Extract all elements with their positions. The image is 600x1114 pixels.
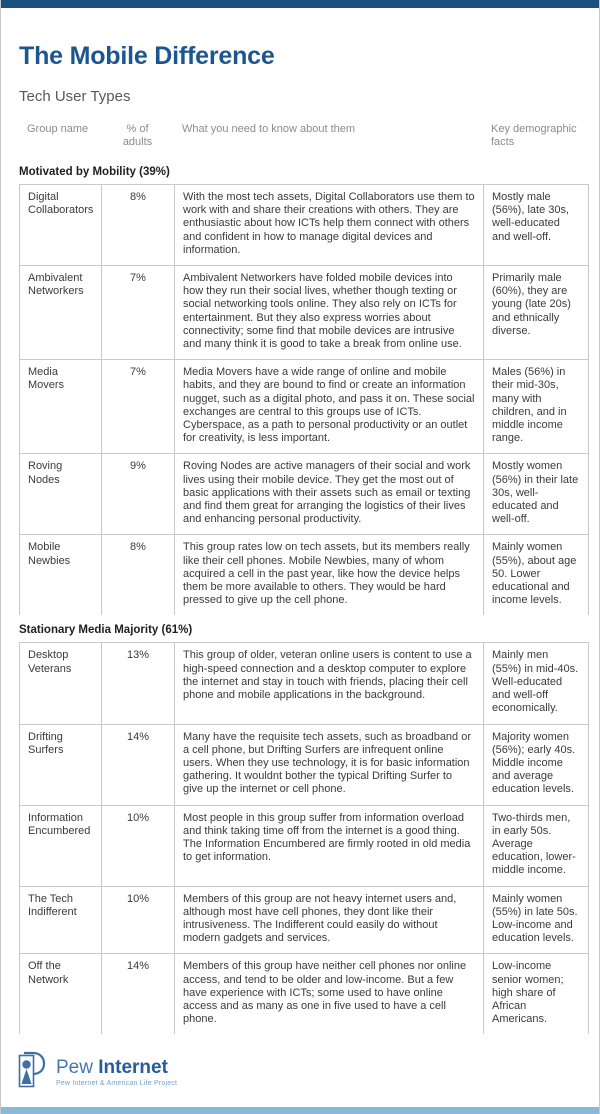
brand-tagline: Pew Internet & American Life Project [56,1080,178,1088]
group-name-cell: Ambivalent Networkers [19,266,101,360]
demographics-cell: Majority women (56%); early 40s. Middle … [483,724,589,805]
demographics-cell: Primarily male (60%), they are young (la… [483,266,589,360]
group-name-cell: Roving Nodes [19,454,101,535]
description-cell: With the most tech assets, Digital Colla… [174,185,483,266]
column-header-percent-of-adults: % of adults [122,123,153,148]
demographics-cell: Males (56%) in their mid-30s, many with … [483,360,589,454]
percent-cell: 7% [101,360,174,454]
brand-name-bold: Internet [98,1057,168,1079]
table-row-desktop-veterans: Desktop Veterans 13% This group of older… [19,643,589,725]
table-row-drifting-surfers: Drifting Surfers 14% Many have the requi… [19,724,589,806]
percent-cell: 14% [101,954,174,1035]
table-row-media-movers: Media Movers 7% Media Movers have a wide… [19,360,589,455]
section-header-motivated-by-mobility: Motivated by Mobility (39%) [19,157,589,185]
percent-cell: 10% [101,805,174,886]
demographics-cell: Mostly male (56%), late 30s, well-educat… [483,185,589,266]
percent-cell: 13% [101,643,174,724]
percent-cell: 14% [101,724,174,805]
content-area: The Mobile Difference Tech User Types Gr… [1,8,599,1035]
brand-text-block[interactable]: Pew Internet Pew Internet & American Lif… [56,1057,178,1088]
description-cell: Ambivalent Networkers have folded mobile… [174,266,483,360]
description-cell: Roving Nodes are active managers of thei… [174,454,483,535]
demographics-cell: Two-thirds men, in early 50s. Average ed… [483,805,589,886]
group-name-cell: Information Encumbered [19,805,101,886]
description-cell: This group rates low on tech assets, but… [174,535,483,616]
column-header-what-you-need-to-know: What you need to know about them [182,123,356,135]
pew-internet-logo-icon[interactable] [15,1048,49,1097]
table-row-roving-nodes: Roving Nodes 9% Roving Nodes are active … [19,454,589,536]
table-row-mobile-newbies: Mobile Newbies 8% This group rates low o… [19,535,589,616]
group-name-cell: Mobile Newbies [19,535,101,616]
group-name-cell: Off the Network [19,954,101,1035]
top-accent-bar [1,0,599,8]
table-row-ambivalent-networkers: Ambivalent Networkers 7% Ambivalent Netw… [19,266,589,361]
percent-cell: 8% [101,535,174,616]
description-cell: Most people in this group suffer from in… [174,805,483,886]
percent-cell: 7% [101,266,174,360]
description-cell: Members of this group have neither cell … [174,954,483,1035]
column-header-key-demographic-facts: Key demographic facts [491,123,577,148]
group-name-cell: Desktop Veterans [19,643,101,724]
group-name-cell: Drifting Surfers [19,724,101,805]
description-cell: This group of older, veteran online user… [174,643,483,724]
tech-user-types-table: Group name % of adults What you need to … [19,117,589,1035]
demographics-cell: Mostly women (56%) in their late 30s, we… [483,454,589,535]
footer: Pew Internet Pew Internet & American Lif… [15,1048,599,1097]
table-row-off-the-network: Off the Network 14% Members of this grou… [19,954,589,1035]
brand-name-light: Pew [56,1057,99,1079]
percent-cell: 9% [101,454,174,535]
bottom-accent-bar [1,1107,599,1114]
section-header-stationary-media-majority: Stationary Media Majority (61%) [19,615,589,644]
table-row-information-encumbered: Information Encumbered 10% Most people i… [19,805,589,887]
description-cell: Members of this group are not heavy inte… [174,886,483,954]
demographics-cell: Mainly women (55%) in late 50s. Low-inco… [483,886,589,954]
demographics-cell: Low-income senior women; high share of A… [483,954,589,1035]
group-name-cell: The Tech Indifferent [19,886,101,954]
percent-cell: 10% [101,886,174,954]
page-title: The Mobile Difference [19,42,275,70]
demographics-cell: Mainly women (55%), about age 50. Lower … [483,535,589,616]
percent-cell: 8% [101,185,174,266]
description-cell: Many have the requisite tech assets, suc… [174,724,483,805]
demographics-cell: Mainly men (55%) in mid-40s. Well-educat… [483,643,589,724]
page-subtitle: Tech User Types [19,88,131,105]
group-name-cell: Media Movers [19,360,101,454]
brand-name: Pew Internet [56,1057,168,1078]
table-header-row: Group name % of adults What you need to … [19,117,589,157]
table-row-digital-collaborators: Digital Collaborators 8% With the most t… [19,185,589,267]
description-cell: Media Movers have a wide range of online… [174,360,483,454]
group-name-cell: Digital Collaborators [19,185,101,266]
column-header-group-name: Group name [27,123,89,135]
table-row-the-tech-indifferent: The Tech Indifferent 10% Members of this… [19,886,589,955]
